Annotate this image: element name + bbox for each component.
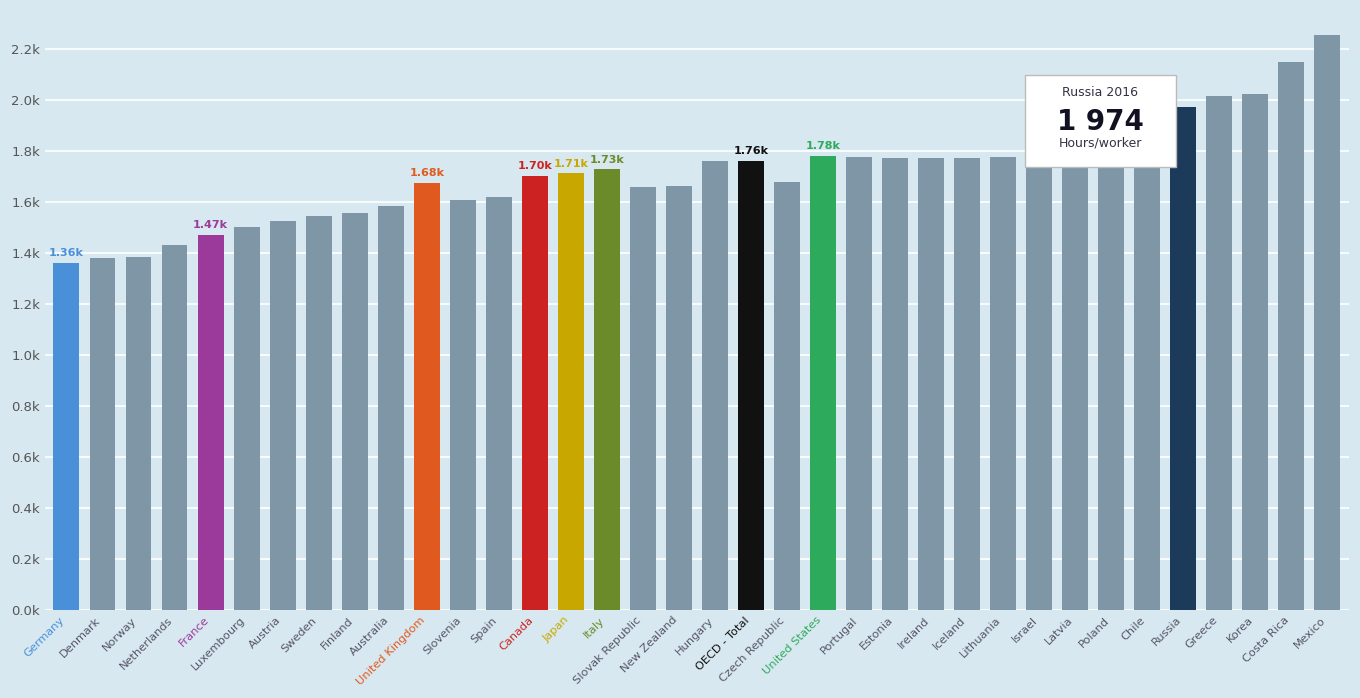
- Bar: [774, 181, 800, 610]
- Text: 1.71k: 1.71k: [554, 159, 589, 169]
- Text: 1 974: 1 974: [1057, 108, 1144, 136]
- Bar: [269, 221, 295, 610]
- Bar: [162, 245, 188, 610]
- FancyBboxPatch shape: [1024, 75, 1176, 167]
- Bar: [702, 161, 728, 610]
- Bar: [306, 216, 332, 610]
- Bar: [522, 176, 548, 610]
- Bar: [1027, 156, 1053, 610]
- Bar: [883, 158, 908, 610]
- Bar: [1278, 62, 1304, 610]
- Bar: [811, 156, 836, 610]
- Bar: [1062, 153, 1088, 610]
- Bar: [450, 200, 476, 610]
- Bar: [90, 258, 116, 610]
- Text: 1.47k: 1.47k: [193, 221, 228, 230]
- Bar: [918, 158, 944, 610]
- Bar: [1314, 36, 1340, 610]
- Bar: [955, 158, 981, 610]
- Bar: [558, 174, 583, 610]
- Text: 1.73k: 1.73k: [589, 154, 624, 165]
- Bar: [125, 258, 151, 610]
- Text: 1.68k: 1.68k: [409, 168, 445, 178]
- Bar: [413, 183, 439, 610]
- Bar: [1242, 94, 1268, 610]
- Bar: [234, 228, 260, 610]
- Bar: [1206, 96, 1232, 610]
- Text: 1.76k: 1.76k: [733, 146, 768, 156]
- Text: Russia 2016: Russia 2016: [1062, 87, 1138, 99]
- Bar: [666, 186, 692, 610]
- Text: 1.78k: 1.78k: [805, 141, 840, 151]
- Text: 1.36k: 1.36k: [49, 248, 84, 258]
- Bar: [486, 197, 511, 610]
- Bar: [1134, 136, 1160, 610]
- Text: 1.70k: 1.70k: [517, 161, 552, 172]
- Bar: [738, 161, 764, 610]
- Bar: [378, 206, 404, 610]
- Bar: [990, 158, 1016, 610]
- Bar: [197, 235, 223, 610]
- Bar: [53, 262, 79, 610]
- Bar: [594, 169, 620, 610]
- Bar: [341, 214, 367, 610]
- Bar: [1170, 107, 1197, 610]
- Bar: [1098, 151, 1125, 610]
- Bar: [630, 187, 656, 610]
- Bar: [846, 158, 872, 610]
- Text: Hours/worker: Hours/worker: [1058, 136, 1142, 149]
